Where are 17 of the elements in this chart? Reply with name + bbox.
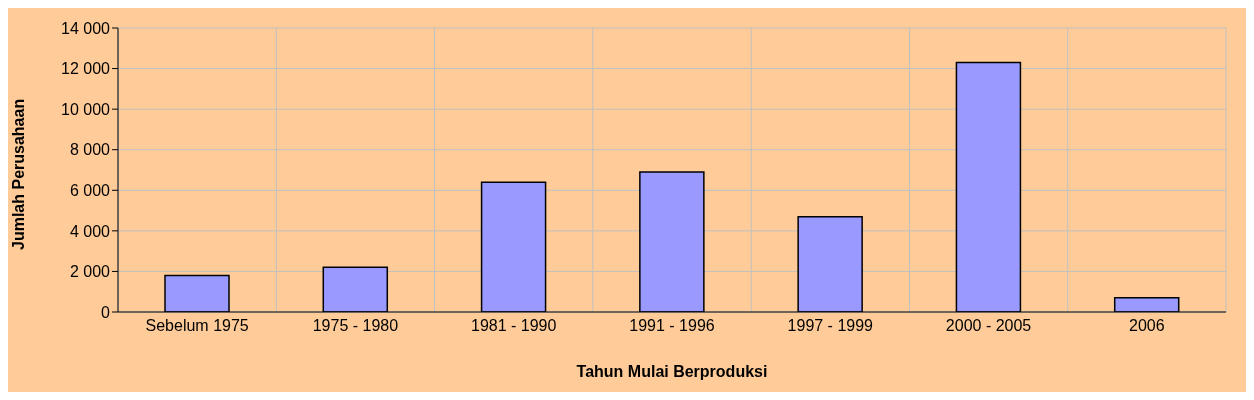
x-axis-title: Tahun Mulai Berproduksi <box>576 363 768 380</box>
y-tick-label: 0 <box>101 303 111 321</box>
x-tick-label: 2000 - 2005 <box>945 317 1032 335</box>
y-tick-label: 12 000 <box>61 60 111 78</box>
x-tick-label: 1981 - 1990 <box>471 317 557 335</box>
y-tick-label: 10 000 <box>61 100 111 118</box>
y-axis-title: Jumlah Perusahaan <box>9 98 27 250</box>
y-tick-label: 2 000 <box>69 263 111 281</box>
x-tick-label: 1975 - 1980 <box>312 317 399 335</box>
y-tick-label: 8 000 <box>69 141 111 159</box>
y-tick-label: 6 000 <box>69 181 111 199</box>
x-tick-label: Sebelum 1975 <box>145 317 249 335</box>
x-tick-label: 1991 - 1996 <box>629 317 715 335</box>
x-tick-label: 2006 <box>1129 317 1165 335</box>
x-tick-label: 1997 - 1999 <box>787 317 874 335</box>
y-tick-label: 14 000 <box>61 19 111 37</box>
y-tick-label: 4 000 <box>69 222 111 240</box>
